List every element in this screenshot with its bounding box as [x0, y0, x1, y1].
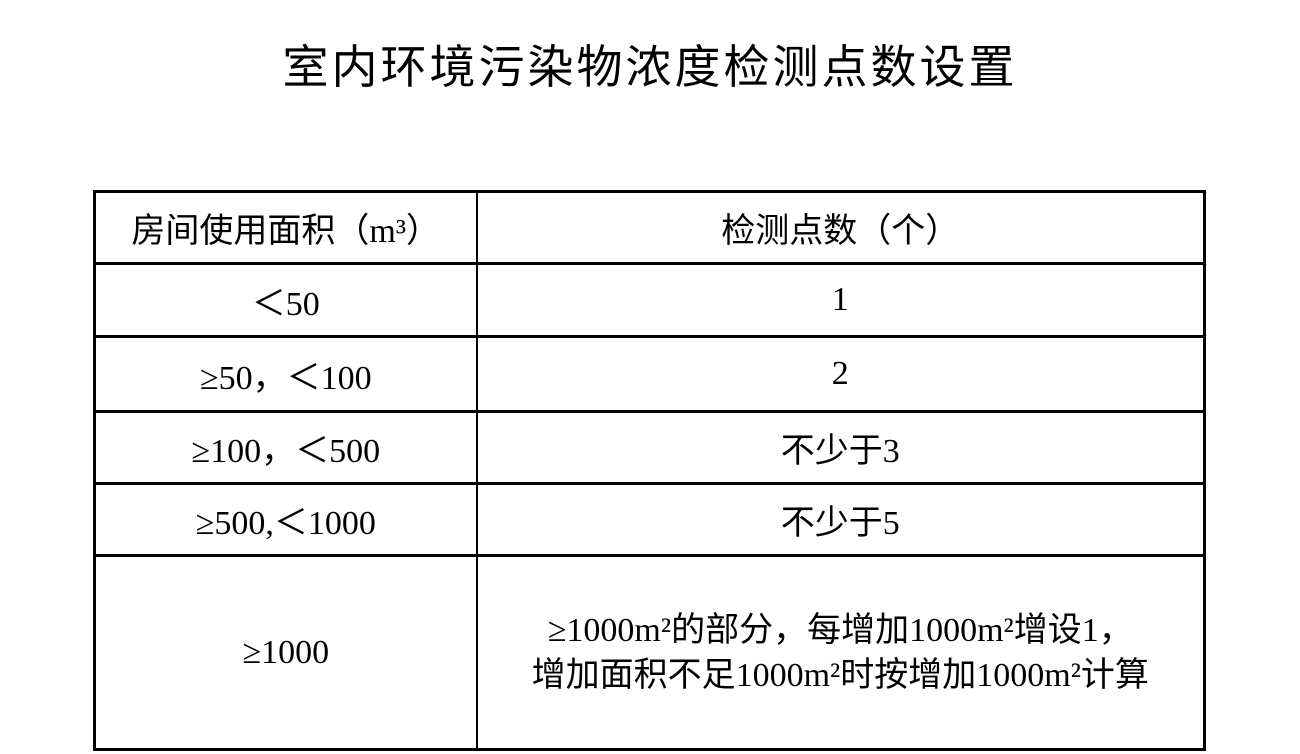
column-header-detection-points: 检测点数（个）	[475, 190, 1206, 265]
points-cell: 1	[475, 262, 1206, 338]
document-page: 室内环境污染物浓度检测点数设置 房间使用面积（m³） 检测点数（个） ＜50 1…	[0, 42, 1300, 754]
table-row: ≥1000 ≥1000m²的部分，每增加1000m²增设1， 增加面积不足100…	[93, 554, 1206, 751]
area-cell: ≥500,＜1000	[93, 482, 478, 557]
table-row: ≥500,＜1000 不少于5	[93, 482, 1206, 557]
table-row: ≥50，＜100 2	[93, 335, 1206, 413]
points-cell: 不少于5	[475, 482, 1206, 557]
points-cell: ≥1000m²的部分，每增加1000m²增设1， 增加面积不足1000m²时按增…	[475, 554, 1206, 751]
points-cell: 不少于3	[475, 410, 1206, 485]
points-cell: 2	[475, 335, 1206, 413]
table-header-row: 房间使用面积（m³） 检测点数（个）	[93, 190, 1206, 265]
area-cell: ＜50	[93, 262, 478, 338]
area-cell: ≥100，＜500	[93, 410, 478, 485]
area-cell: ≥50，＜100	[93, 335, 478, 413]
column-header-room-area: 房间使用面积（m³）	[93, 190, 478, 265]
table-row: ≥100，＜500 不少于3	[93, 410, 1206, 485]
detection-points-table: 房间使用面积（m³） 检测点数（个） ＜50 1 ≥50，＜100 2 ≥100…	[93, 190, 1206, 751]
area-cell: ≥1000	[93, 554, 478, 751]
table-row: ＜50 1	[93, 262, 1206, 338]
page-title: 室内环境污染物浓度检测点数设置	[282, 42, 1018, 93]
